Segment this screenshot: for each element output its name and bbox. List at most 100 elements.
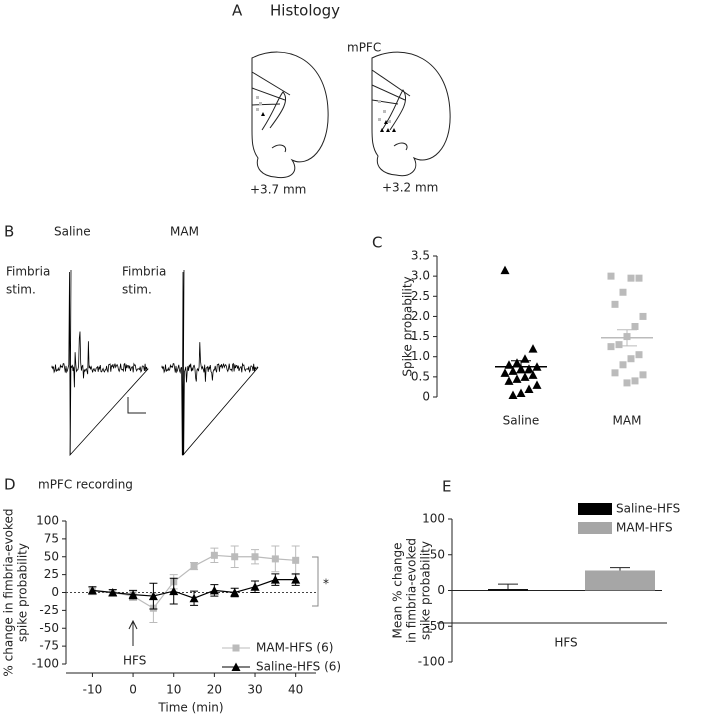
marker [512,358,522,367]
y-tick-label: 3.5 [411,249,430,263]
x-tick-label: 20 [207,683,222,697]
scale-bar [127,397,146,414]
y-tick-label: 25 [44,567,59,581]
x-axis-label: Time (min) [157,701,223,715]
x-tick-label: 40 [288,683,303,697]
legend-label: Saline-HFS [616,502,680,516]
y-tick-label: 2.0 [411,309,430,323]
marker [639,312,647,320]
y-tick-label: 100 [36,514,59,528]
marker [148,591,158,601]
marker [87,585,97,595]
stim-label: stim. [6,283,36,297]
group-label: MAM [170,225,199,239]
y-tick-label: 50 [44,549,59,563]
y-axis-label: spike probability [16,543,30,642]
bracket [312,556,319,607]
marker [627,274,635,282]
marker [512,374,522,383]
y-axis-label: spike probability [419,541,433,640]
y-axis-label: % change in fimbria-evoked [2,508,16,676]
error-bar [617,329,637,347]
trace [51,269,149,457]
marker [230,588,240,597]
bar [585,570,655,591]
marker [528,370,538,379]
y-tick-label: 1.5 [411,329,430,343]
annotation: HFS [123,654,146,668]
marker [232,644,240,652]
legend-swatch [578,522,612,534]
marker [504,376,514,385]
level-label: +3.2 mm [382,181,438,195]
stim-label: Fimbria [6,265,50,279]
chart-title: mPFC recording [38,478,133,492]
marker [169,586,179,596]
marker [270,575,280,584]
stim-label: stim. [122,283,152,297]
marker [607,343,615,351]
bar [488,589,528,591]
marker [623,379,631,387]
brain-section [371,51,451,177]
panel-letter: A [232,2,243,20]
y-tick-label: -25 [39,603,59,617]
x-tick-label: 10 [166,683,181,697]
y-tick-label: 3.0 [411,269,430,283]
marker [209,585,219,595]
x-tick-label: -10 [83,683,103,697]
legend-swatch [578,503,612,515]
marker [611,300,619,308]
marker [271,555,279,563]
panel-letter: B [4,223,14,241]
y-tick-label: -75 [39,639,59,653]
panel-letter: D [4,476,16,494]
marker [619,361,627,369]
marker [231,662,241,671]
x-tick-label: MAM [613,414,642,428]
y-axis-label: in fimbria-evoked [405,538,419,643]
marker [635,274,643,282]
x-tick-label: 0 [129,683,137,697]
y-tick-label: 1.0 [411,349,430,363]
marker [631,377,639,385]
marker [611,369,619,377]
level-label: +3.7 mm [250,183,306,197]
annotation: * [323,577,329,591]
legend-label: Saline-HFS (6) [256,660,341,674]
error-bar [511,360,531,374]
marker [500,368,510,377]
legend-label: MAM-HFS [616,521,673,535]
y-tick-label: 0 [437,583,445,597]
marker [520,372,530,381]
brain-section [251,51,329,179]
marker [607,272,615,280]
marker [291,575,301,584]
marker [251,553,259,561]
marker [532,380,542,389]
marker [524,364,534,373]
marker [615,341,623,349]
trace [161,269,259,457]
y-tick-label: 2.5 [411,289,430,303]
marker [231,553,239,561]
x-tick-label: Saline [503,414,540,428]
marker [528,344,538,353]
panel-letter: C [372,234,382,252]
x-tick-label: 30 [247,683,262,697]
marker [108,588,118,597]
marker [292,556,300,564]
y-tick-label: 0 [51,585,59,599]
stim-label: Fimbria [122,265,166,279]
y-tick-label: 100 [422,512,445,526]
y-tick-label: 0.5 [411,369,430,383]
error-bar [610,567,630,571]
marker [128,590,138,599]
x-tick-label: HFS [554,636,577,650]
marker [508,390,518,399]
marker [639,371,647,379]
marker [189,593,199,603]
group-label: Saline [54,225,91,239]
y-tick-label: -100 [418,655,445,669]
